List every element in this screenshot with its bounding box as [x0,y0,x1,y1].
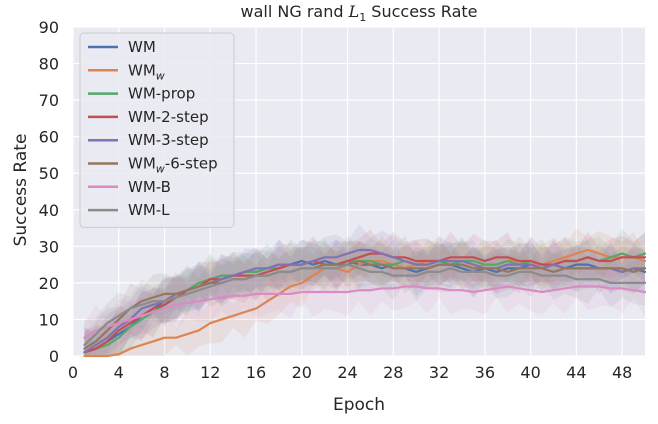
y-tick-label: 50 [39,164,59,183]
x-tick-label: 40 [520,363,540,382]
y-axis-label: Success Rate [11,134,31,247]
y-tick-label: 20 [39,274,59,293]
x-tick-label: 16 [246,363,266,382]
series-line-WM-B [83,285,647,339]
x-axis-ticks: 0 4 8 12 16 20 24 28 32 36 40 44 48 [68,363,632,382]
legend-frame [79,32,235,228]
y-tick-label: 70 [39,91,59,110]
x-axis-label: Epoch [333,395,385,415]
x-tick-label: 28 [383,363,403,382]
x-tick-label: 32 [429,363,449,382]
y-tick-label: 0 [49,347,59,366]
legend-label-WM-L: WM-L [128,201,170,219]
series-band-WM_w [84,228,645,356]
series-band-WM-B [84,261,645,356]
legend-label-WM_w: WMw [128,61,165,82]
series-line-WM-L [83,263,647,347]
y-tick-label: 80 [39,55,59,74]
y-tick-label: 30 [39,237,59,256]
y-tick-label: 40 [39,201,59,220]
y-tick-label: 60 [39,128,59,147]
x-tick-label: 8 [159,363,169,382]
x-tick-label: 44 [566,363,586,382]
series-lines [83,248,647,358]
legend-label-WM: WM [128,38,156,56]
x-tick-label: 4 [114,363,124,382]
x-tick-label: 36 [475,363,495,382]
x-tick-label: 48 [612,363,632,382]
legend-label-WM-3-step: WM-3-step [128,131,209,149]
legend-label-WM_w-6-step: WMw-6-step [128,155,218,176]
legend-label-WM-2-step: WM-2-step [128,108,209,126]
y-axis-ticks: 0 10 20 30 40 50 60 70 80 90 [39,18,59,366]
chart-title: wall NG rand L1 Success Rate [241,2,478,24]
x-tick-label: 12 [200,363,220,382]
x-tick-label: 0 [68,363,78,382]
legend-label-WM-B: WM-B [128,178,171,196]
legend-label-WM-prop: WM-prop [128,85,195,103]
y-tick-label: 90 [39,18,59,37]
series-line-WM_w-6-step [83,259,647,350]
legend: WM WMw WM-prop WM-2-step WM-3-step WMw-6-step… [79,32,235,228]
y-tick-label: 10 [39,310,59,329]
x-tick-label: 20 [292,363,312,382]
x-tick-label: 24 [337,363,357,382]
series-band-WM-prop [84,228,645,356]
